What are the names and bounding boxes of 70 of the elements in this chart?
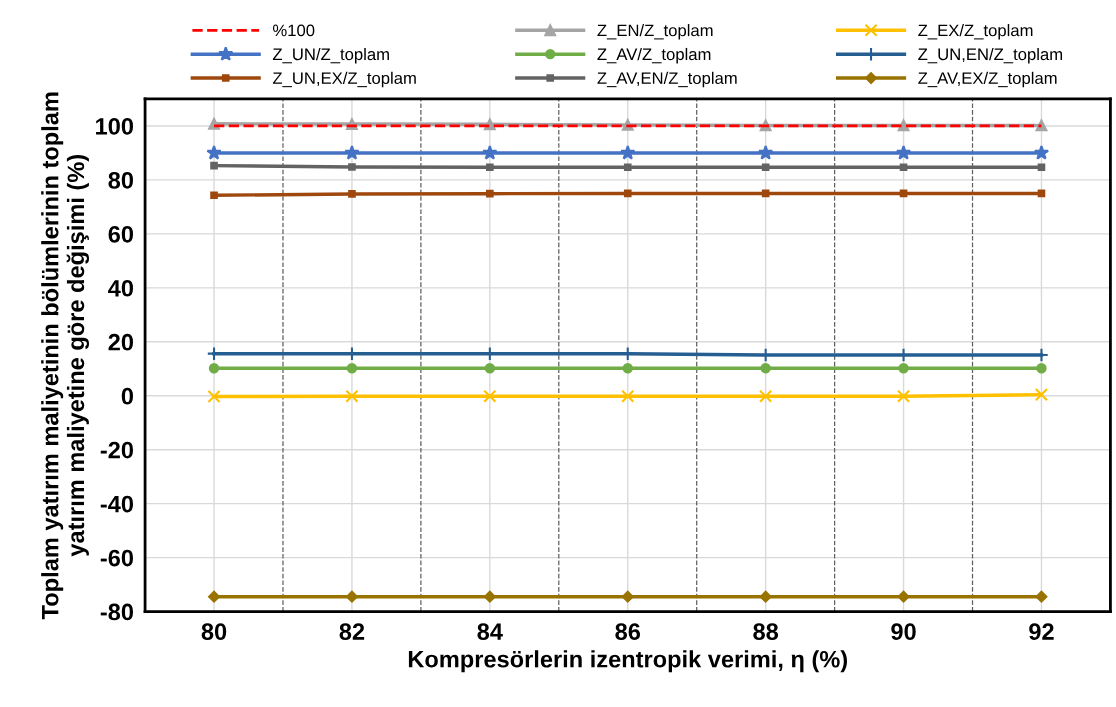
point: [899, 189, 908, 198]
point: [483, 389, 497, 403]
y-tick-label: 0: [121, 387, 133, 405]
point: [897, 119, 910, 132]
point: [898, 363, 909, 374]
x-axis-title: Kompresörlerin izentropik verimi, η (%): [408, 650, 847, 673]
point: [621, 590, 634, 603]
point: [759, 590, 772, 603]
legend-label: Z_AV,EX/Z_toplam: [918, 71, 1057, 88]
point: [1036, 363, 1047, 374]
point: [1034, 388, 1049, 402]
point: [623, 163, 632, 172]
point: [486, 189, 494, 198]
y-tick-label: -60: [100, 549, 133, 567]
point: [208, 363, 220, 374]
legend-label: Z_EX/Z_toplam: [918, 24, 1033, 40]
point: [1035, 590, 1048, 603]
x-tick-label: 82: [339, 623, 365, 641]
point: [758, 144, 774, 160]
x-tick-label: 90: [891, 623, 916, 641]
point: [482, 144, 498, 160]
point: [1037, 163, 1046, 172]
point: [207, 389, 221, 404]
point: [484, 363, 496, 374]
legend-label: Z_EN/Z_toplam: [597, 24, 713, 40]
point: [760, 363, 771, 374]
point: [483, 118, 496, 131]
point: [348, 190, 356, 198]
point: [761, 189, 770, 198]
point: [210, 191, 218, 200]
x-tick-label: 84: [477, 623, 503, 641]
point: [895, 144, 912, 160]
y-tick-label: 80: [108, 171, 133, 189]
x-tick-label: 80: [201, 623, 227, 641]
y-tick-label: -80: [100, 603, 133, 621]
legend-label: Z_AV,EN/Z_toplam: [597, 71, 737, 88]
legend-label: Z_UN,EX/Z_toplam: [272, 71, 416, 88]
point: [1037, 189, 1046, 198]
y-tick-label: -20: [100, 441, 133, 459]
point: [345, 389, 359, 403]
point: [896, 389, 911, 403]
y-tick-label: 60: [108, 225, 133, 243]
legend-label: Z_UN,EN/Z_toplam: [918, 47, 1063, 64]
point: [486, 163, 494, 172]
point: [210, 161, 218, 170]
y-tick-label: 100: [96, 118, 134, 135]
point: [623, 189, 632, 198]
legend-label: Z_UN/Z_toplam: [272, 47, 389, 64]
point: [761, 163, 770, 172]
point: [208, 590, 220, 603]
point: [344, 144, 360, 160]
point: [897, 590, 910, 603]
point: [348, 163, 356, 171]
point: [899, 163, 908, 172]
y-axis-title: Toplam yatırım maliyetinin bölümlerinin toplam yatırım maliyetine göre değişimi (%): [41, 92, 90, 620]
y-tick-label: -40: [100, 495, 133, 513]
point: [346, 363, 358, 374]
point: [206, 144, 222, 160]
point: [1033, 144, 1050, 160]
y-tick-label: 20: [108, 333, 133, 351]
point: [622, 363, 633, 374]
x-tick-label: 86: [615, 623, 641, 641]
legend-label: Z_AV/Z_toplam: [597, 47, 711, 64]
legend-label: %100: [272, 24, 315, 37]
point: [621, 389, 635, 403]
x-tick-label: 92: [1029, 623, 1054, 641]
x-tick-label: 88: [753, 623, 779, 641]
point: [620, 144, 636, 160]
point: [759, 389, 773, 403]
y-tick-label: 40: [108, 279, 133, 297]
